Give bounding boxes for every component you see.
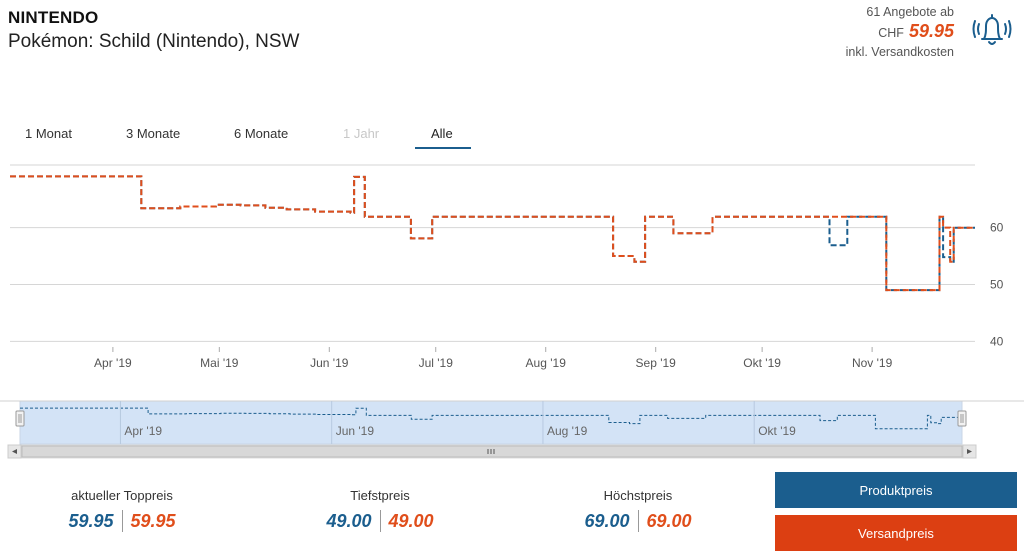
- navigator-handle-right[interactable]: [957, 410, 967, 427]
- stat-product-price: 69.00: [584, 510, 630, 531]
- stat-highest: Höchstpreis 69.00 69.00: [538, 488, 738, 532]
- stat-current-top: aktueller Toppreis 59.95 59.95: [22, 488, 222, 532]
- navigator-series-line: [20, 407, 962, 430]
- x-tick-label: Apr '19: [94, 356, 132, 370]
- stat-label: Tiefstpreis: [350, 488, 410, 503]
- chevron-right-icon: [967, 449, 972, 454]
- stat-shipping-price: 49.00: [388, 510, 434, 531]
- series-line-0: [10, 175, 975, 292]
- stat-lowest: Tiefstpreis 49.00 49.00: [280, 488, 480, 532]
- scrollbar-thumb[interactable]: [21, 445, 963, 458]
- stat-label: aktueller Toppreis: [71, 488, 173, 503]
- bell-alert-icon[interactable]: [972, 8, 1012, 52]
- x-tick-label: Okt '19: [743, 356, 781, 370]
- tab-1-jahr: 1 Jahr: [343, 126, 380, 141]
- x-axis-labels: Apr '19 Mai '19 Jun '19 Jul '19 Aug '19 Sep '…: [94, 347, 893, 370]
- offers-summary[interactable]: 61 Angebote ab CHF 59.95 inkl. Versandko…: [846, 3, 954, 62]
- stat-separator: [379, 510, 381, 532]
- product-price-button[interactable]: Produktpreis: [775, 472, 1017, 508]
- shipping-price-button[interactable]: Versandpreis: [775, 515, 1017, 551]
- stat-shipping-price: 59.95: [130, 510, 176, 531]
- stat-label: Höchstpreis: [603, 488, 673, 503]
- series-lines: [10, 175, 975, 292]
- tab-alle[interactable]: Alle: [431, 126, 453, 141]
- navigator-x-label: Aug '19: [547, 424, 588, 438]
- navigator-x-label: Okt '19: [758, 424, 796, 438]
- price-history-chart[interactable]: 40 50 60 Apr '19 Mai '19 Jun '19 Jul '19 Aug '…: [0, 155, 1024, 460]
- tab-1-monat[interactable]: 1 Monat: [25, 126, 72, 141]
- y-axis-labels: 40 50 60: [990, 221, 1004, 349]
- tab-3-monate[interactable]: 3 Monate: [126, 126, 181, 141]
- brand-title: NINTENDO: [8, 8, 99, 27]
- grid-lines: [10, 164, 975, 342]
- navigator[interactable]: Apr '19 Jun '19 Aug '19 Okt '19: [0, 400, 1024, 459]
- tab-6-monate[interactable]: 6 Monate: [234, 126, 289, 141]
- active-tab-underline: [415, 147, 471, 149]
- stat-separator: [637, 510, 639, 532]
- navigator-handle-left[interactable]: [15, 410, 25, 427]
- product-title: Pokémon: Schild (Nintendo), NSW: [8, 31, 300, 52]
- best-price: 59.95: [908, 21, 954, 41]
- stat-product-price: 49.00: [326, 510, 372, 531]
- navigator-x-label: Jun '19: [336, 424, 375, 438]
- chevron-left-icon: [12, 449, 17, 454]
- x-tick-label: Jun '19: [310, 356, 349, 370]
- series-line-1: [10, 175, 975, 292]
- stat-shipping-price: 69.00: [646, 510, 692, 531]
- stat-separator: [121, 510, 123, 532]
- shipping-note: inkl. Versandkosten: [845, 45, 954, 59]
- stat-product-price: 59.95: [68, 510, 114, 531]
- x-tick-label: Aug '19: [526, 356, 567, 370]
- y-tick-label: 60: [990, 221, 1004, 235]
- currency-label: CHF: [878, 26, 904, 40]
- navigator-x-label: Apr '19: [124, 424, 162, 438]
- x-tick-label: Mai '19: [200, 356, 239, 370]
- x-tick-label: Sep '19: [636, 356, 677, 370]
- offers-count: 61 Angebote ab: [866, 5, 954, 19]
- best-price-line: CHF 59.95: [846, 22, 954, 43]
- y-tick-label: 40: [990, 334, 1004, 348]
- x-tick-label: Nov '19: [852, 356, 893, 370]
- x-tick-label: Jul '19: [419, 356, 454, 370]
- y-tick-label: 50: [990, 277, 1004, 291]
